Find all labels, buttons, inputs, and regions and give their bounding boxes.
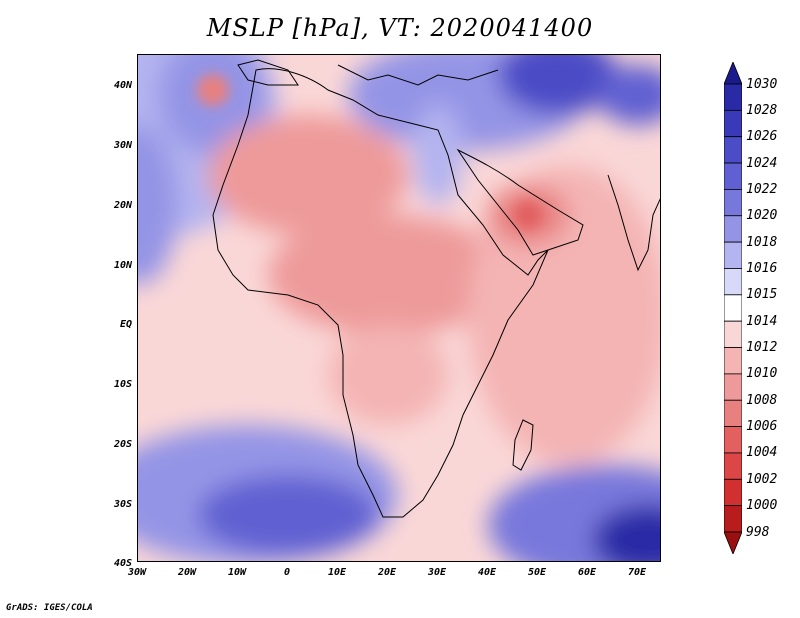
high-core-azores xyxy=(197,74,229,106)
grads-credit: GrADS: IGES/COLA xyxy=(6,603,93,613)
colorbar-label: 1020 xyxy=(746,208,778,224)
lat-label-40s: 40S xyxy=(113,558,132,569)
colorbar-label: 1012 xyxy=(746,340,778,356)
lon-label-10e: 10E xyxy=(327,567,347,578)
colorbar-label: 1024 xyxy=(746,155,778,171)
colorbar-swatch xyxy=(724,294,742,322)
low-region-central-africa xyxy=(268,215,508,335)
lon-label-50e: 50E xyxy=(527,567,547,578)
colorbar-bottom-arrow xyxy=(724,531,742,554)
colorbar-label: 1004 xyxy=(746,445,778,461)
low-region-sahara xyxy=(208,115,408,235)
colorbar-label: 1028 xyxy=(746,102,778,118)
lon-label-30w: 30W xyxy=(127,567,147,578)
lat-label-30n: 30N xyxy=(113,140,132,151)
colorbar-label: 1000 xyxy=(746,498,778,514)
lon-label-40e: 40E xyxy=(477,567,497,578)
colorbar-swatch xyxy=(724,215,742,243)
coast-africa xyxy=(212,68,549,518)
colorbar-label: 1014 xyxy=(746,313,778,329)
colorbar-label: 998 xyxy=(746,524,770,540)
colorbar-swatch xyxy=(724,478,742,507)
lon-label-60e: 60E xyxy=(577,567,597,578)
mslp-field xyxy=(138,55,660,561)
colorbar-swatch xyxy=(724,109,742,138)
colorbar-swatch xyxy=(724,347,742,375)
colorbar-swatch xyxy=(724,399,742,427)
lon-label-0: 0 xyxy=(283,567,291,578)
colorbar-label: 1006 xyxy=(746,419,778,435)
lon-label-20e: 20E xyxy=(377,567,397,578)
coast-madagascar xyxy=(512,419,534,471)
colorbar-swatch xyxy=(724,83,742,111)
coast-iberia xyxy=(237,59,299,86)
colorbar-label: 1015 xyxy=(746,287,778,303)
colorbar-label: 1018 xyxy=(746,234,778,250)
colorbar-swatch xyxy=(724,136,742,164)
colorbar-label: 1030 xyxy=(746,76,778,92)
lat-label-40n: 40N xyxy=(113,80,132,91)
colorbar-swatch xyxy=(724,505,742,533)
map-title: MSLP [hPa], VT: 2020041400 xyxy=(206,14,594,42)
colorbar xyxy=(724,62,742,554)
colorbar-label: 1026 xyxy=(746,129,778,145)
colorbar-swatch xyxy=(724,241,742,269)
lat-label-20s: 20S xyxy=(113,439,132,450)
coast-south-europe xyxy=(337,64,499,86)
colorbar-label: 1008 xyxy=(746,392,778,408)
colorbar-label: 1022 xyxy=(746,181,778,197)
lat-label-20n: 20N xyxy=(113,200,132,211)
colorbar-swatch xyxy=(724,162,742,190)
lon-label-10w: 10W xyxy=(227,567,247,578)
map-plot-area xyxy=(137,54,661,562)
colorbar-top-arrow xyxy=(724,62,742,85)
colorbar-swatch xyxy=(724,268,742,296)
coast-arabia xyxy=(456,148,584,256)
colorbar-swatch xyxy=(724,373,742,401)
colorbar-label: 1016 xyxy=(746,260,778,276)
lon-label-30e: 30E xyxy=(427,567,447,578)
lat-label-30s: 30S xyxy=(113,499,132,510)
lat-label-10n: 10N xyxy=(113,260,132,271)
colorbar-swatch xyxy=(724,452,742,480)
lon-label-70e: 70E xyxy=(627,567,647,578)
lat-label-eq: EQ xyxy=(119,319,132,330)
coast-india xyxy=(607,174,660,272)
lat-label-10s: 10S xyxy=(113,379,132,390)
colorbar-swatch xyxy=(724,426,742,454)
colorbar-swatch xyxy=(724,189,742,217)
lon-label-20w: 20W xyxy=(177,567,197,578)
coastlines xyxy=(212,59,660,518)
colorbar-swatch xyxy=(724,320,742,348)
colorbar-label: 1010 xyxy=(746,366,778,382)
colorbar-label: 1002 xyxy=(746,471,778,487)
